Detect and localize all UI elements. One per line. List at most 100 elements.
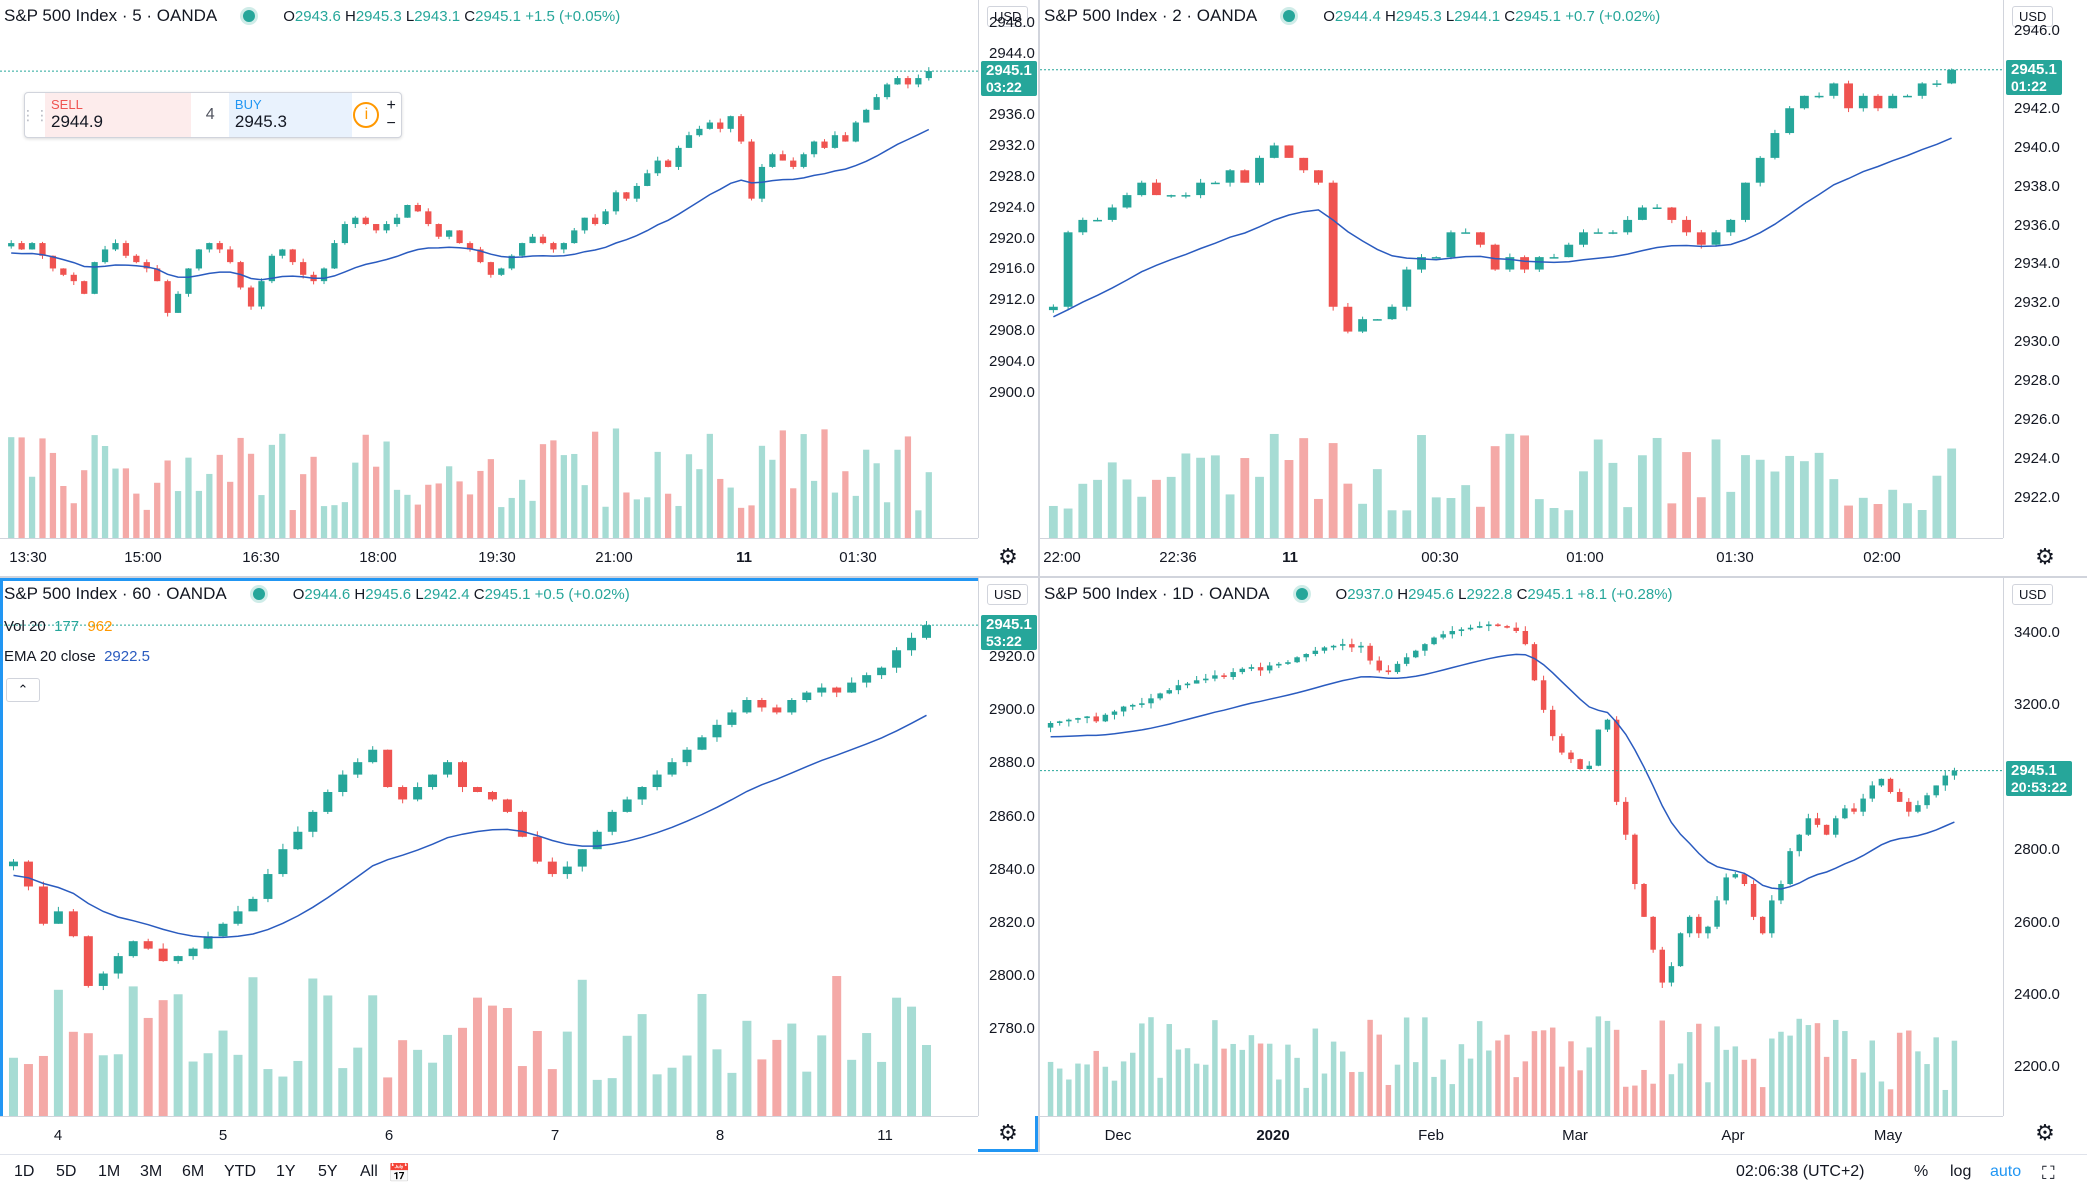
chart-plot-area[interactable] (1040, 0, 2003, 538)
quantity-minus-button[interactable]: − (386, 115, 396, 132)
candle-body (1623, 801, 1629, 835)
currency-button[interactable]: USD (2012, 6, 2054, 27)
volume-bar (38, 1055, 48, 1116)
candle-body (1705, 926, 1711, 934)
volume-bar (143, 1017, 153, 1116)
chart-pane-1day[interactable]: S&P 500 Index · 1D · OANDA O2937.0 H2945… (1040, 578, 2087, 1152)
volume-bar (852, 495, 859, 538)
price-axis[interactable]: USD 2948.02944.02940.02936.02932.02928.0… (978, 0, 1038, 538)
currency-button[interactable]: USD (2012, 584, 2054, 605)
volume-bar (293, 1060, 303, 1116)
fullscreen-icon[interactable]: ⛶ (2042, 1163, 2055, 1183)
volume-bar (428, 1062, 438, 1116)
currency-button[interactable]: USD (987, 6, 1029, 27)
gear-icon[interactable]: ⚙ (998, 544, 1018, 569)
volume-bar (1686, 1032, 1693, 1116)
range-button-3m[interactable]: 3M (140, 1163, 163, 1180)
gear-icon[interactable]: ⚙ (998, 1120, 1018, 1145)
range-button-1m[interactable]: 1M (98, 1163, 121, 1180)
candle-body (1799, 95, 1809, 109)
price-axis[interactable]: USD 3400.03200.03000.02800.02600.02400.0… (2003, 578, 2087, 1116)
candle-body (1490, 244, 1500, 270)
symbol-title[interactable]: S&P 500 Index · 5 · OANDA (4, 6, 218, 25)
volume-bar (1212, 1020, 1218, 1116)
sell-button[interactable]: SELL 2944.9 (45, 93, 192, 137)
candle-body (894, 78, 901, 85)
range-button-1d[interactable]: 1D (14, 1163, 35, 1180)
log-scale-toggle[interactable]: log (1950, 1163, 1972, 1180)
candle-body (1175, 685, 1182, 691)
gear-icon[interactable]: ⚙ (2035, 1120, 2055, 1145)
symbol-title[interactable]: S&P 500 Index · 1D · OANDA (1044, 584, 1270, 603)
volume-bar (1534, 499, 1544, 538)
buy-button[interactable]: BUY 2945.3 (228, 93, 352, 137)
volume-bar (748, 505, 755, 538)
volume-bar (1833, 1019, 1839, 1116)
volume-bar (1075, 1063, 1081, 1116)
time-axis[interactable]: 4 5 6 7 8 11 (0, 1116, 978, 1152)
candle-body (28, 243, 36, 250)
range-button-6m[interactable]: 6M (182, 1163, 205, 1180)
volume-bar (1343, 483, 1353, 538)
range-button-1y[interactable]: 1Y (276, 1163, 296, 1180)
price-tick-label: 2900.0 (989, 701, 1035, 719)
volume-legend[interactable]: Vol 20 177 962 (4, 618, 112, 635)
volume-bar (248, 977, 258, 1116)
range-button-ytd[interactable]: YTD (224, 1163, 256, 1180)
range-button-all[interactable]: All (360, 1163, 378, 1180)
symbol-title[interactable]: S&P 500 Index · 60 · OANDA (4, 584, 227, 603)
gear-icon[interactable]: ⚙ (2035, 544, 2055, 569)
candle-body (435, 224, 442, 237)
candle-body (602, 211, 609, 225)
collapse-legend-button[interactable]: ⌃ (6, 678, 40, 702)
candle-body (1842, 808, 1848, 819)
candle-body (1075, 718, 1081, 720)
candle-body (23, 861, 33, 887)
candle-body (1778, 884, 1784, 901)
quantity-plus-button[interactable]: + (386, 97, 396, 114)
volume-bar (353, 1047, 363, 1116)
chart-pane-2min[interactable]: S&P 500 Index · 2 · OANDA O2944.4 H2945.… (1040, 0, 2087, 576)
clock-readout[interactable]: 02:06:38 (UTC+2) (1736, 1163, 1865, 1180)
chart-plot-area[interactable] (0, 578, 978, 1116)
time-axis[interactable]: Dec 2020 Feb Mar Apr May (1040, 1116, 2003, 1152)
candle-body (487, 792, 497, 800)
info-button[interactable]: i (352, 93, 382, 137)
pane-divider-horizontal[interactable] (0, 576, 2087, 578)
volume-bar (1711, 439, 1721, 538)
volume-bar (1814, 1023, 1821, 1116)
price-axis[interactable]: USD 2946.02944.02942.02940.02938.02936.0… (2003, 0, 2087, 538)
volume-bar (18, 437, 25, 538)
currency-button[interactable]: USD (987, 584, 1029, 605)
candle-body (592, 831, 602, 850)
candle-body (1667, 207, 1677, 220)
last-price-tag: 2945.1 03:22 (981, 61, 1037, 97)
quantity-field[interactable]: 4 (205, 106, 215, 123)
chart-plot-area[interactable] (1040, 578, 2003, 1116)
chart-pane-60min[interactable]: S&P 500 Index · 60 · OANDA O2944.6 H2945… (0, 578, 1038, 1152)
volume-bar (1637, 455, 1647, 538)
candle-body (532, 836, 542, 862)
volume-bar (398, 1040, 408, 1116)
candle-body (1047, 723, 1054, 728)
calendar-range-icon[interactable]: 📅 (388, 1163, 411, 1183)
price-tick-label: 2400.0 (2014, 986, 2060, 1003)
candle-body (577, 849, 587, 867)
time-axis[interactable]: 22:00 22:36 11 00:30 01:00 01:30 02:00 (1040, 538, 2003, 576)
chart-pane-5min[interactable]: S&P 500 Index · 5 · OANDA O2943.6 H2945.… (0, 0, 1038, 576)
auto-scale-toggle[interactable]: auto (1990, 1163, 2022, 1180)
symbol-title[interactable]: S&P 500 Index · 2 · OANDA (1044, 6, 1258, 25)
candle-body (101, 249, 109, 263)
drag-handle-icon[interactable]: ⋮⋮ (21, 106, 49, 123)
time-tick-label: 6 (384, 1127, 394, 1144)
range-button-5d[interactable]: 5D (56, 1163, 77, 1180)
percent-scale-toggle[interactable]: % (1914, 1163, 1929, 1180)
ema-legend[interactable]: EMA 20 close 2922.5 (4, 648, 150, 665)
time-axis[interactable]: 13:30 15:00 16:30 18:00 19:30 21:00 11 01:30 (0, 538, 978, 576)
chart-plot-area[interactable] (0, 0, 978, 538)
candle-body (1844, 83, 1853, 109)
volume-bar (98, 1055, 108, 1116)
price-axis[interactable]: USD 2920.0 2900.0 2880.0 2860.0 2840.0 2820.0… (978, 578, 1038, 1116)
volume-bar (1667, 503, 1677, 538)
range-button-5y[interactable]: 5Y (318, 1163, 338, 1180)
